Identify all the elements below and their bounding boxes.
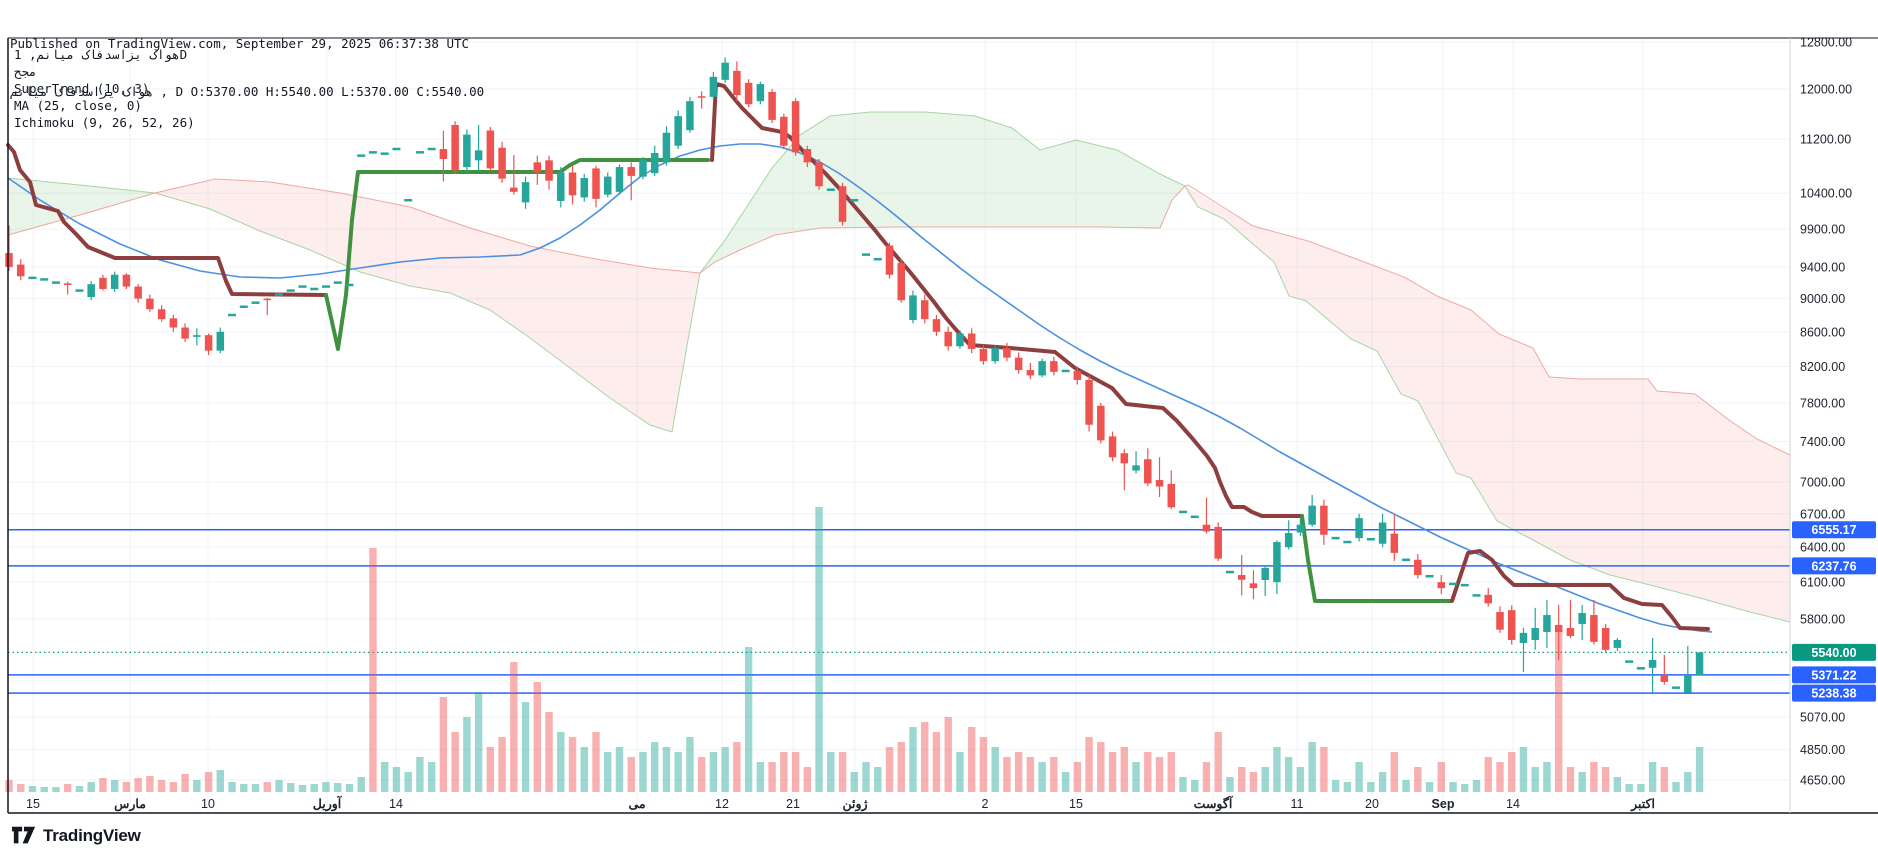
svg-text:7400.00: 7400.00 [1800, 435, 1845, 449]
price-badges: 6555.17 6237.76 5540.00 5371.22 5238.38 [1792, 521, 1876, 702]
svg-text:Sep: Sep [1432, 797, 1455, 811]
tradingview-logo-icon [12, 826, 36, 844]
svg-text:10400.00: 10400.00 [1800, 187, 1852, 201]
svg-text:15: 15 [1069, 797, 1083, 811]
tradingview-logo-text: TradingView [43, 826, 141, 845]
ichimoku-cloud [7, 111, 1791, 623]
price-alert-lines[interactable] [8, 528, 1790, 694]
svg-text:9400.00: 9400.00 [1800, 260, 1845, 274]
svg-text:5540.00: 5540.00 [1811, 646, 1856, 660]
price-axis[interactable]: 12800.00 12000.00 11200.00 10400.00 9900.00 9… [1800, 35, 1852, 787]
svg-text:12: 12 [715, 797, 729, 811]
svg-text:7000.00: 7000.00 [1800, 475, 1845, 489]
published-line: Published on TradingView.com, September … [10, 36, 470, 51]
legend-indicator-ma[interactable]: MA (25, close, 0) [14, 98, 142, 113]
svg-text:20: 20 [1365, 797, 1379, 811]
grid-lines [8, 38, 1790, 813]
legend-indicator-supertrend[interactable]: SuperTrend (10, 3) [14, 81, 150, 96]
svg-text:4850.00: 4850.00 [1800, 743, 1845, 757]
svg-text:5070.00: 5070.00 [1800, 710, 1845, 724]
chart-legend: هواک یزاسدفاک میانم, 1D مجح SuperTrend (… [14, 46, 195, 131]
volume-bars [5, 507, 1704, 792]
svg-text:8600.00: 8600.00 [1800, 325, 1845, 339]
svg-text:6237.76: 6237.76 [1811, 559, 1856, 573]
svg-text:می: می [628, 797, 645, 811]
senkou-a-line [7, 111, 1791, 623]
senkou-b-line [7, 178, 1791, 456]
legend-symbol[interactable]: هواک یزاسدفاک میانم, 1D [14, 47, 188, 62]
svg-text:4650.00: 4650.00 [1800, 774, 1845, 788]
svg-text:14: 14 [1506, 797, 1520, 811]
supertrend-line [6, 82, 1710, 631]
svg-text:6400.00: 6400.00 [1800, 541, 1845, 555]
svg-text:12000.00: 12000.00 [1800, 82, 1852, 96]
svg-text:5238.38: 5238.38 [1811, 687, 1856, 701]
svg-text:آگوست: آگوست [1194, 795, 1234, 812]
svg-text:ژوئن: ژوئن [842, 797, 867, 812]
svg-text:21: 21 [786, 797, 800, 811]
svg-text:5800.00: 5800.00 [1800, 612, 1845, 626]
tradingview-logo-link[interactable]: TradingView [12, 826, 141, 846]
svg-text:2: 2 [982, 797, 989, 811]
svg-text:آوریل: آوریل [313, 795, 343, 812]
candlesticks [5, 57, 1704, 693]
svg-text:9900.00: 9900.00 [1800, 223, 1845, 237]
svg-text:6100.00: 6100.00 [1800, 576, 1845, 590]
chart-frame [7, 37, 1878, 814]
legend-exchange: مجح [14, 64, 37, 79]
legend-indicator-ichimoku[interactable]: Ichimoku (9, 26, 52, 26) [14, 115, 195, 130]
time-axis[interactable]: 15 مارس 10 آوریل 14 می 12 21 ژوئن 2 15 آگوست 11 20 Sep… [26, 795, 1655, 812]
snapshot-header: Published on TradingView.com, September … [10, 4, 484, 132]
svg-text:12800.00: 12800.00 [1800, 35, 1852, 49]
svg-text:7800.00: 7800.00 [1800, 396, 1845, 410]
svg-text:14: 14 [389, 797, 403, 811]
svg-text:5371.22: 5371.22 [1811, 668, 1856, 682]
svg-text:6555.17: 6555.17 [1811, 523, 1856, 537]
svg-text:11200.00: 11200.00 [1800, 133, 1851, 147]
svg-text:اکتبر: اکتبر [1630, 797, 1655, 812]
svg-text:6700.00: 6700.00 [1800, 507, 1845, 521]
svg-text:15: 15 [26, 797, 40, 811]
svg-text:مارس: مارس [114, 797, 146, 812]
svg-text:9000.00: 9000.00 [1800, 292, 1845, 306]
svg-text:11: 11 [1291, 797, 1304, 811]
svg-text:10: 10 [201, 797, 215, 811]
symbol-ohlc-line: هواک یزاسدفاک میانم , D O:5370.00 H:5540… [10, 84, 485, 99]
svg-text:8200.00: 8200.00 [1800, 360, 1845, 374]
